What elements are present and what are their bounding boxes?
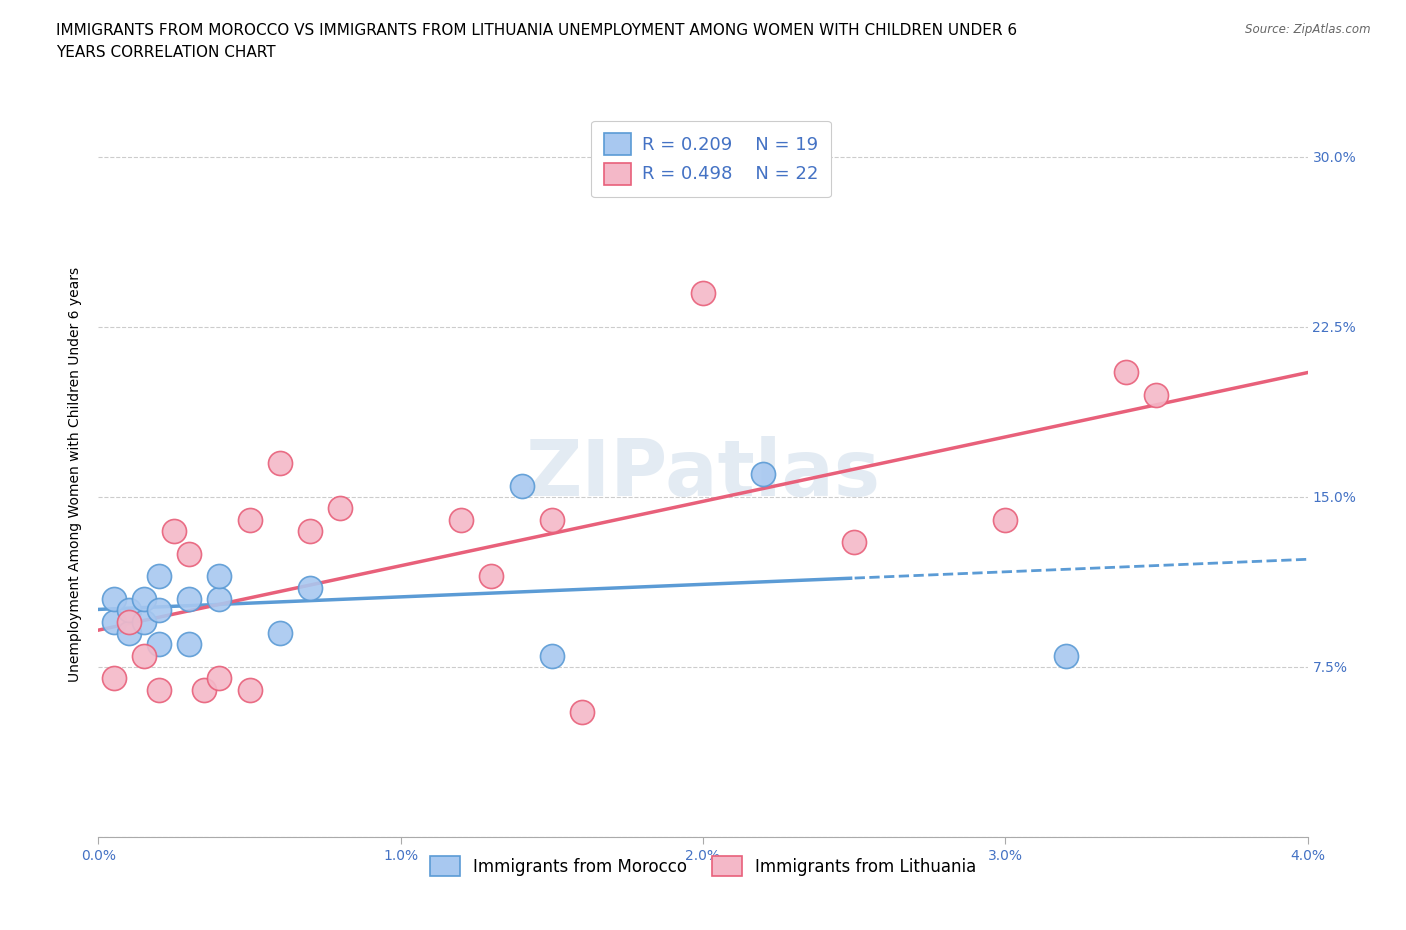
Point [299, 524, 322, 538]
Point [692, 286, 714, 300]
Point [540, 512, 562, 527]
Point [132, 648, 155, 663]
Point [163, 524, 186, 538]
Text: IMMIGRANTS FROM MOROCCO VS IMMIGRANTS FROM LITHUANIA UNEMPLOYMENT AMONG WOMEN WI: IMMIGRANTS FROM MOROCCO VS IMMIGRANTS FR… [56, 23, 1018, 38]
Point [239, 512, 262, 527]
Point [510, 478, 533, 493]
Point [148, 603, 170, 618]
Point [179, 637, 201, 652]
Text: ZIPatlas: ZIPatlas [526, 436, 880, 512]
Point [208, 569, 231, 584]
Point [481, 569, 503, 584]
Point [1115, 365, 1137, 379]
Point [329, 501, 352, 516]
Point [844, 535, 866, 550]
Point [571, 705, 593, 720]
Point [994, 512, 1017, 527]
Point [103, 614, 125, 629]
Point [269, 456, 291, 471]
Point [193, 683, 215, 698]
Point [239, 683, 262, 698]
Point [103, 591, 125, 606]
Point [208, 591, 231, 606]
Point [299, 580, 322, 595]
Y-axis label: Unemployment Among Women with Children Under 6 years: Unemployment Among Women with Children U… [69, 267, 83, 682]
Point [118, 614, 141, 629]
Point [208, 671, 231, 685]
Text: YEARS CORRELATION CHART: YEARS CORRELATION CHART [56, 45, 276, 60]
Point [752, 467, 775, 482]
Point [179, 591, 201, 606]
Point [269, 626, 291, 641]
Point [148, 637, 170, 652]
Point [1054, 648, 1077, 663]
Point [132, 614, 155, 629]
Point [118, 626, 141, 641]
Point [450, 512, 472, 527]
Point [148, 683, 170, 698]
Point [132, 591, 155, 606]
Point [118, 603, 141, 618]
Legend: Immigrants from Morocco, Immigrants from Lithuania: Immigrants from Morocco, Immigrants from… [423, 849, 983, 884]
Point [1146, 388, 1168, 403]
Point [103, 671, 125, 685]
Point [148, 569, 170, 584]
Point [540, 648, 562, 663]
Point [179, 546, 201, 561]
Text: Source: ZipAtlas.com: Source: ZipAtlas.com [1246, 23, 1371, 36]
